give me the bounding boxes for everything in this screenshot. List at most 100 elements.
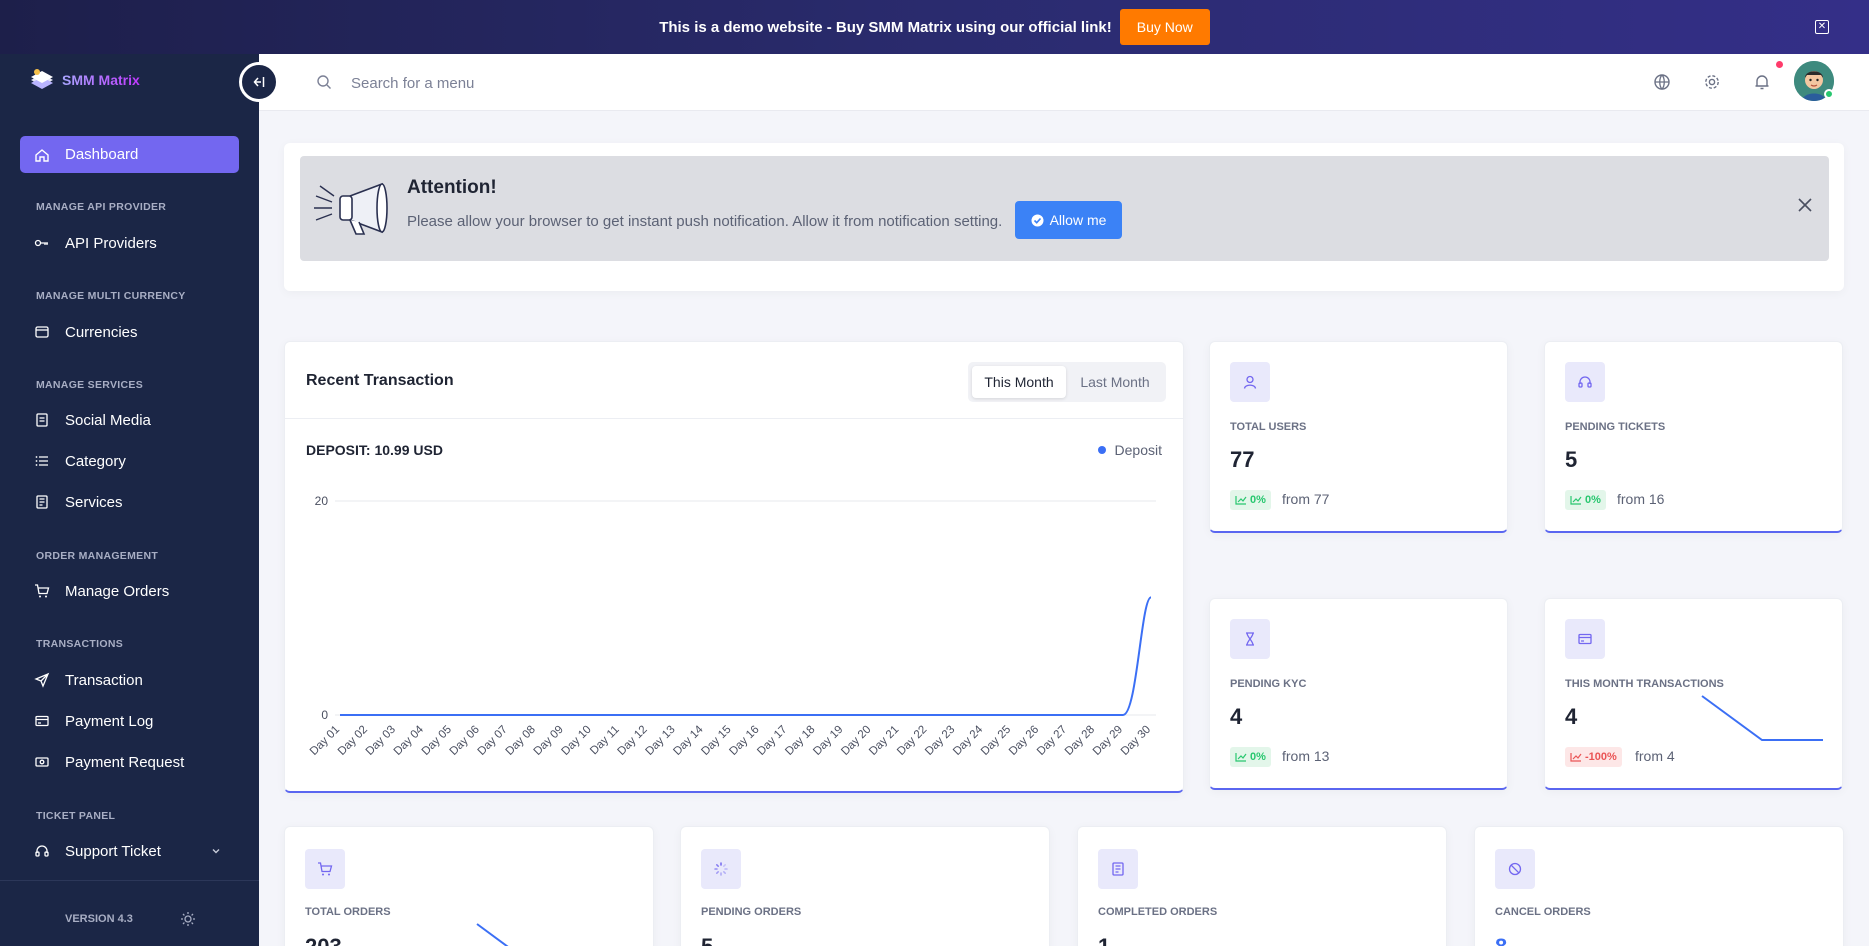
series-line — [340, 596, 1152, 716]
list-icon — [35, 456, 48, 466]
sidebar-item-label: Transaction — [65, 671, 143, 689]
x-tick-label: Day 05 — [420, 724, 454, 758]
stat-value: 4 — [1230, 704, 1243, 729]
search-input[interactable] — [351, 70, 751, 96]
credit-card-icon — [1578, 633, 1592, 645]
x-tick-label: Day 13 — [643, 724, 677, 758]
cart-icon — [35, 584, 50, 598]
sidebar-item-api-providers[interactable]: API Providers — [20, 228, 239, 258]
x-tick-label: Day 02 — [336, 724, 370, 758]
stat-label: CANCEL ORDERS — [1495, 906, 1591, 918]
trend-value: 0% — [1585, 494, 1601, 506]
x-tick-label: Day 01 — [308, 724, 342, 758]
loader-icon — [714, 862, 728, 876]
section-title: TICKET PANEL — [36, 810, 116, 822]
stat-label: THIS MONTH TRANSACTIONS — [1565, 678, 1724, 690]
brand-name: SMM Matrix — [62, 72, 140, 88]
tab-this-month[interactable]: This Month — [972, 366, 1066, 398]
online-status-dot — [1824, 89, 1834, 99]
headset-icon — [1578, 376, 1592, 388]
stat-from: from 13 — [1282, 748, 1330, 764]
tab-last-month[interactable]: Last Month — [1080, 374, 1150, 390]
stat-icon-box — [1565, 362, 1605, 402]
sidebar-item-services[interactable]: Services — [20, 487, 239, 517]
chart-legend[interactable]: Deposit — [1097, 442, 1162, 458]
stat-value: 5 — [701, 934, 713, 946]
sidebar-item-transaction[interactable]: Transaction — [20, 665, 239, 695]
sidebar-collapse-button[interactable] — [239, 62, 279, 102]
x-tick-label: Day 26 — [1007, 724, 1041, 758]
trend-value: 0% — [1250, 751, 1266, 763]
x-tick-label: Day 09 — [532, 724, 566, 758]
x-tick-label: Day 29 — [1091, 724, 1125, 758]
search-icon — [317, 75, 331, 89]
x-tick-label: Day 10 — [560, 724, 594, 758]
notification-dot — [1776, 61, 1783, 68]
stat-value: 5 — [1565, 447, 1578, 472]
sidebar-item-category[interactable]: Category — [20, 446, 239, 476]
x-tick-label: Day 24 — [951, 723, 986, 758]
sidebar-item-social-media[interactable]: Social Media — [20, 405, 239, 435]
x-tick-label: Day 15 — [699, 724, 733, 758]
key-icon — [34, 239, 48, 247]
send-icon — [34, 672, 50, 688]
order-card-cancel: CANCEL ORDERS 8 — [1474, 826, 1844, 946]
credit-card-icon — [35, 715, 49, 727]
sun-icon[interactable] — [180, 911, 196, 927]
attention-alert: Attention! Please allow your browser to … — [300, 156, 1829, 261]
sidebar-footer: VERSION 4.3 — [0, 880, 259, 946]
y-tick-label: 20 — [315, 494, 329, 508]
recent-transaction-card: Recent Transaction This Month Last Month… — [284, 341, 1184, 793]
buy-now-button[interactable]: Buy Now — [1119, 9, 1210, 45]
x-tick-label: Day 14 — [671, 723, 706, 758]
sidebar-item-support-ticket[interactable]: Support Ticket — [20, 836, 239, 866]
file-text-icon — [36, 413, 48, 427]
stat-card-total-users: TOTAL USERS 77 0% from 77 — [1209, 341, 1508, 533]
sidebar-item-dashboard[interactable]: Dashboard — [20, 136, 239, 173]
banner-close-icon[interactable]: ✕ — [1815, 20, 1829, 34]
stat-value: 77 — [1230, 447, 1255, 472]
close-icon[interactable] — [1797, 197, 1813, 213]
allow-me-button[interactable]: Allow me — [1015, 201, 1122, 239]
sidebar: SMM Matrix Dashboard MANAGE API PROVIDER… — [0, 54, 259, 946]
period-toggle: This Month Last Month — [968, 362, 1166, 402]
trend-value: 0% — [1250, 494, 1266, 506]
stat-label: TOTAL ORDERS — [305, 906, 391, 918]
top-header — [259, 54, 1869, 111]
user-icon — [1243, 375, 1257, 389]
trend-value: -100% — [1585, 751, 1617, 763]
x-tick-label: Day 07 — [476, 724, 510, 758]
sparkline — [476, 923, 509, 946]
section-title: MANAGE MULTI CURRENCY — [36, 290, 186, 302]
sidebar-item-payment-log[interactable]: Payment Log — [20, 706, 239, 736]
x-tick-label: Day 30 — [1119, 724, 1153, 758]
sidebar-item-label: Dashboard — [65, 146, 139, 163]
stat-icon-box — [1495, 849, 1535, 889]
x-tick-label: Day 22 — [895, 724, 929, 758]
headset-icon — [35, 845, 49, 857]
home-icon — [35, 148, 49, 162]
allow-me-label: Allow me — [1049, 212, 1107, 228]
sidebar-item-manage-orders[interactable]: Manage Orders — [20, 576, 239, 606]
sidebar-item-payment-request[interactable]: Payment Request — [20, 747, 239, 777]
trend-badge: 0% — [1565, 490, 1606, 510]
x-tick-label: Day 17 — [755, 724, 789, 758]
brand-logo-icon — [31, 69, 53, 89]
x-tick-label: Day 04 — [392, 723, 427, 758]
gear-icon[interactable] — [1703, 73, 1721, 91]
trend-up-icon — [1235, 753, 1247, 762]
legend-label: Deposit — [1114, 442, 1162, 458]
demo-banner: This is a demo website - Buy SMM Matrix … — [0, 0, 1869, 54]
brand[interactable]: SMM Matrix — [28, 66, 140, 94]
section-title: MANAGE SERVICES — [36, 379, 143, 391]
section-title: MANAGE API PROVIDER — [36, 201, 167, 213]
attention-title: Attention! — [407, 177, 497, 198]
sidebar-item-currencies[interactable]: Currencies — [20, 317, 239, 347]
wallet-icon — [35, 326, 49, 338]
sidebar-item-label: Social Media — [65, 411, 151, 429]
x-tick-label: Day 16 — [727, 724, 761, 758]
globe-icon[interactable] — [1653, 73, 1671, 91]
bell-icon[interactable] — [1753, 73, 1771, 91]
card-title: Recent Transaction — [306, 372, 454, 389]
